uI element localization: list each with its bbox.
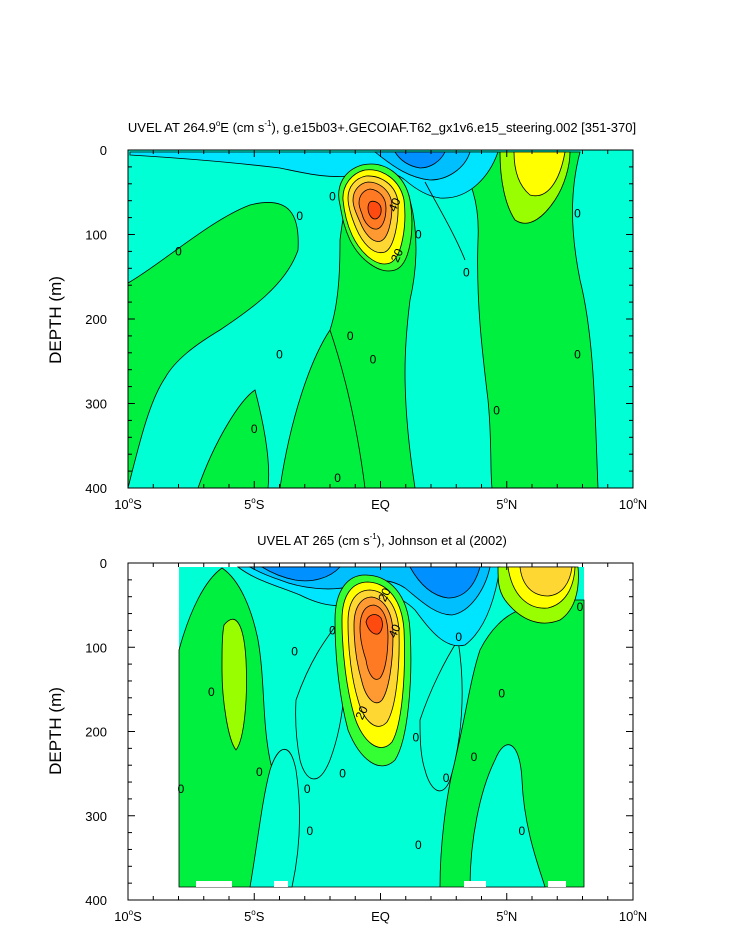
- contour-label: 0: [329, 623, 336, 637]
- region-top-westward-max: [260, 566, 481, 599]
- panel-model-title: UVEL AT 264.9oE (cm s-1), g.e15b03+.GECO…: [128, 119, 636, 135]
- contour-label: 0: [370, 353, 377, 367]
- contour-label: 0: [306, 824, 313, 838]
- y-tick-label: 300: [85, 809, 107, 824]
- region-west-lime: [221, 618, 247, 751]
- contour-label: 20: [353, 703, 371, 721]
- region-euc-core: [365, 614, 383, 635]
- panel-obs: UVEL AT 265 (cm s-1), Johnson et al (200…: [46, 532, 647, 924]
- contour-label: 0: [455, 630, 462, 644]
- panel-obs-title: UVEL AT 265 (cm s-1), Johnson et al (200…: [257, 532, 507, 548]
- contour-label: 40: [385, 195, 403, 213]
- y-tick-label: 100: [85, 228, 107, 243]
- contour-label: 0: [413, 730, 420, 744]
- contour-label: 0: [304, 782, 311, 796]
- panel-model-contour-labels: 0 0 0 0 0 0 0 0 0 0 0 0 0 40 20: [175, 189, 581, 484]
- contour-label: 0: [577, 600, 584, 614]
- x-tick-label: 5oN: [496, 908, 517, 924]
- contour-label: 0: [208, 685, 215, 699]
- contour-label: 0: [178, 782, 185, 796]
- x-tick-label: 10oS: [114, 496, 142, 512]
- contour-label: 0: [175, 244, 182, 258]
- contour-label: 0: [493, 403, 500, 417]
- contour-label: 0: [415, 838, 422, 852]
- panel-obs-ylabel: DEPTH (m): [46, 687, 65, 775]
- region-euc-core: [367, 200, 382, 220]
- region-central-positive: [197, 389, 270, 489]
- contour-label: 0: [334, 471, 341, 485]
- y-tick-label: 0: [100, 143, 107, 158]
- region-negative-tongue-a: [249, 749, 300, 888]
- region-negative-tongue-c: [295, 619, 346, 780]
- contour-label: 0: [329, 189, 336, 203]
- x-tick-label: 10oS: [114, 908, 142, 924]
- panel-obs-contour-labels: 0 0 0 0 0 0 0 0 0 0 0 0 0 0 0 0 40 20 20: [178, 585, 584, 852]
- x-tick-label: 5oS: [244, 908, 265, 924]
- contour-label: 0: [471, 750, 478, 764]
- contour-label: 0: [347, 329, 354, 343]
- contour-label: 0: [339, 767, 346, 781]
- contour-label: 20: [375, 585, 393, 603]
- panel-model-ylabel: DEPTH (m): [46, 276, 65, 364]
- y-tick-label: 200: [85, 725, 107, 740]
- contour-label: 0: [574, 206, 581, 220]
- contour-line-a: [329, 329, 366, 489]
- x-tick-label: 10oN: [619, 496, 647, 512]
- region-top-westward-max: [394, 151, 446, 169]
- x-tick-label: 5oN: [496, 496, 517, 512]
- contour-label: 0: [463, 266, 470, 280]
- contour-label: 0: [574, 347, 581, 361]
- panel-model-fills: [127, 150, 633, 489]
- contour-label: 40: [385, 622, 403, 640]
- contour-label: 0: [291, 644, 298, 658]
- contour-label: 0: [296, 209, 303, 223]
- bottom-data-gaps: [196, 881, 566, 887]
- contour-label: 0: [256, 765, 263, 779]
- y-tick-label: 400: [85, 481, 107, 496]
- panel-model: UVEL AT 264.9oE (cm s-1), g.e15b03+.GECO…: [46, 119, 647, 512]
- y-tick-label: 100: [85, 640, 107, 655]
- x-tick-label: 5oS: [244, 496, 265, 512]
- region-east-gold: [519, 566, 573, 597]
- x-tick-label: EQ: [371, 497, 390, 512]
- contour-label: 0: [519, 824, 526, 838]
- panel-obs-fills: [178, 566, 585, 888]
- contour-line-b: [424, 181, 466, 261]
- x-tick-label: 10oN: [619, 908, 647, 924]
- contour-label: 0: [276, 347, 283, 361]
- region-west-positive: [127, 202, 299, 489]
- region-east-yellow: [513, 151, 566, 197]
- contour-label: 0: [415, 228, 422, 242]
- x-tick-label: EQ: [371, 909, 390, 924]
- contour-label: 0: [443, 771, 450, 785]
- region-east-positive: [454, 151, 599, 489]
- y-tick-label: 400: [85, 893, 107, 908]
- region-negative-tongue-d: [419, 638, 463, 792]
- contour-label: 20: [388, 246, 406, 264]
- y-tick-label: 0: [100, 556, 107, 571]
- y-tick-label: 300: [85, 397, 107, 412]
- region-negative-tongue-b: [469, 744, 546, 888]
- y-tick-label: 200: [85, 312, 107, 327]
- contour-label: 0: [498, 687, 505, 701]
- contour-label: 0: [251, 422, 258, 436]
